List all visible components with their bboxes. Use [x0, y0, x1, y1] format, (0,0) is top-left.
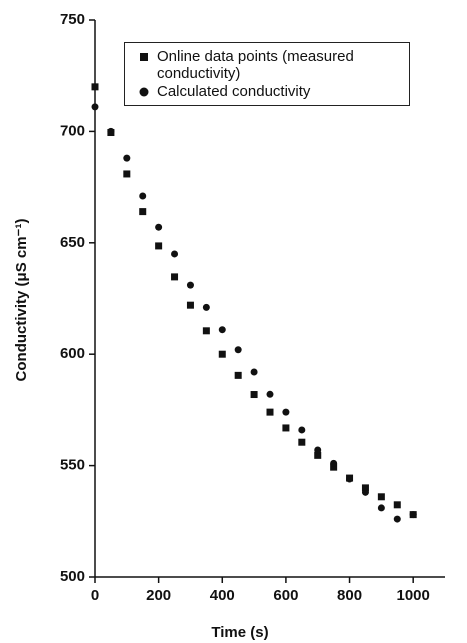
legend-marker — [139, 87, 149, 97]
data-point — [377, 493, 385, 501]
data-point — [139, 208, 147, 216]
legend: Online data points (measured conductivit… — [124, 42, 410, 106]
data-point — [91, 83, 99, 91]
legend-label: Calculated conductivity — [157, 83, 311, 100]
data-point — [171, 250, 179, 258]
y-tick-label: 750 — [60, 11, 85, 28]
data-point — [107, 127, 115, 135]
legend-item: Calculated conductivity — [131, 83, 403, 100]
data-point — [202, 327, 210, 335]
data-point — [202, 303, 210, 311]
data-point — [330, 463, 338, 471]
legend-shape — [139, 87, 149, 97]
data-point — [155, 223, 163, 231]
data-point — [155, 242, 163, 250]
data-point — [186, 281, 194, 289]
y-tick-label: 650 — [60, 234, 85, 251]
legend-symbol — [131, 48, 157, 62]
legend-symbol — [131, 83, 157, 97]
data-point — [314, 446, 322, 454]
data-point — [409, 511, 417, 519]
data-point — [393, 501, 401, 509]
data-point — [91, 103, 99, 111]
data-point — [250, 368, 258, 376]
data-point — [186, 301, 194, 309]
data-point — [282, 424, 290, 432]
y-tick-label: 500 — [60, 568, 85, 585]
data-point — [361, 484, 369, 492]
data-point — [346, 475, 354, 483]
legend-marker — [140, 53, 148, 61]
y-axis-label: Conductivity (μS cm⁻¹) — [13, 219, 30, 382]
legend-shape — [140, 53, 148, 61]
x-tick-label: 0 — [91, 587, 99, 604]
x-tick-label: 200 — [146, 587, 171, 604]
data-point — [298, 438, 306, 446]
data-point — [250, 391, 258, 399]
x-tick-label: 800 — [337, 587, 362, 604]
data-point — [266, 390, 274, 398]
y-tick-label: 550 — [60, 457, 85, 474]
data-point — [123, 154, 131, 162]
data-point — [218, 326, 226, 334]
data-point — [298, 426, 306, 434]
x-tick-label: 1000 — [396, 587, 429, 604]
x-tick-label: 600 — [273, 587, 298, 604]
data-point — [123, 170, 131, 178]
data-point — [330, 459, 338, 467]
legend-label: Online data points (measured conductivit… — [157, 48, 354, 82]
y-tick-label: 700 — [60, 122, 85, 139]
data-point — [314, 451, 322, 459]
data-point — [218, 350, 226, 358]
data-point — [234, 346, 242, 354]
y-tick-label: 600 — [60, 345, 85, 362]
x-tick-label: 400 — [210, 587, 235, 604]
x-axis-label: Time (s) — [211, 624, 268, 641]
data-point — [361, 488, 369, 496]
data-point — [171, 273, 179, 281]
data-point — [234, 371, 242, 379]
data-point — [266, 408, 274, 416]
legend-item: Online data points (measured conductivit… — [131, 48, 403, 82]
data-point — [139, 192, 147, 200]
data-point — [393, 515, 401, 523]
data-point — [282, 408, 290, 416]
data-point — [377, 504, 385, 512]
